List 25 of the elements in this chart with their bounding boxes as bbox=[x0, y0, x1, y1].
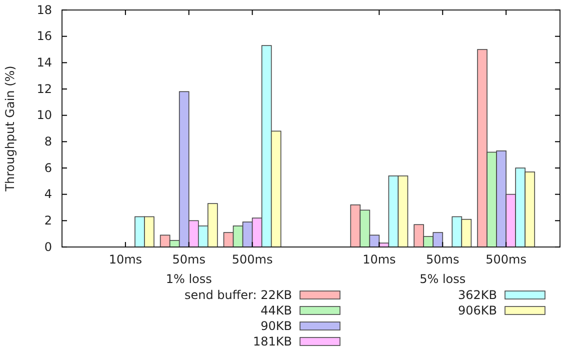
y-tick-label: 14 bbox=[36, 56, 52, 70]
legend-label: 90KB bbox=[260, 319, 292, 333]
y-tick-label: 12 bbox=[36, 82, 52, 96]
x-tick-label: 10ms bbox=[362, 252, 396, 267]
text: 5% loss bbox=[420, 272, 466, 286]
legend-label: 362KB bbox=[458, 288, 497, 302]
y-tick-label: 10 bbox=[36, 108, 52, 122]
x-tick-label: 50ms bbox=[172, 252, 206, 267]
x-tick-label: 500ms bbox=[232, 252, 273, 267]
y-axis-title: Throughput Gain (%) bbox=[3, 66, 17, 192]
y-tick-label: 0 bbox=[44, 240, 52, 254]
y-tick-label: 4 bbox=[44, 187, 52, 202]
text: send buffer: 22KB bbox=[184, 288, 292, 302]
text: 1% loss bbox=[166, 272, 212, 286]
y-tick-label: 2 bbox=[44, 214, 52, 228]
legend-label: 906KB bbox=[458, 304, 497, 318]
y-tick-label: 6 bbox=[44, 160, 52, 175]
x-tick-label: 50ms bbox=[426, 252, 460, 267]
y-tick-label: 8 bbox=[44, 134, 52, 149]
legend-label: 181KB bbox=[252, 334, 292, 348]
x-tick-label: 10ms bbox=[108, 252, 142, 267]
y-tick-label: 16 bbox=[36, 29, 52, 44]
y-tick-label: 18 bbox=[36, 2, 52, 17]
x-tick-label: 500ms bbox=[486, 252, 527, 267]
legend-label: 44KB bbox=[260, 304, 292, 318]
